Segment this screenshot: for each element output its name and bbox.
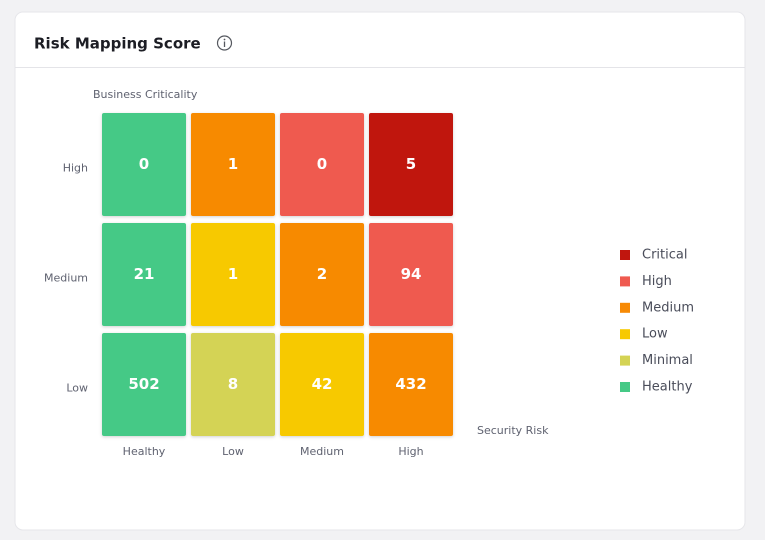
legend-swatch	[620, 302, 630, 313]
heatmap-cell	[280, 113, 364, 216]
cell-value: 1	[228, 265, 238, 283]
x-tick-label: Medium	[300, 445, 344, 458]
cell-value: 94	[401, 265, 422, 283]
heatmap-cell	[369, 223, 453, 326]
legend-swatch	[620, 250, 630, 260]
heatmap-cell	[369, 333, 453, 436]
card-title: Risk Mapping Score	[34, 35, 201, 53]
heatmap-cell	[102, 113, 186, 216]
cell-value: 8	[228, 375, 238, 393]
heatmap-cell	[191, 113, 275, 216]
y-tick-label: High	[63, 162, 88, 175]
x-tick-label: Healthy	[123, 445, 166, 458]
cell-value: 0	[139, 155, 149, 173]
heatmap-cell	[191, 223, 275, 326]
cell-value: 5	[406, 155, 416, 173]
heatmap-cell	[102, 223, 186, 326]
cell-value: 42	[312, 375, 333, 393]
heatmap-cell	[369, 113, 453, 216]
info-icon[interactable]	[216, 35, 233, 51]
legend-swatch	[620, 355, 630, 366]
legend-swatch	[620, 382, 630, 392]
legend-swatch	[620, 329, 630, 340]
x-axis-title: Security Risk	[477, 424, 549, 437]
legend-swatch	[620, 276, 630, 287]
y-axis-title: Business Criticality	[93, 88, 198, 101]
cell-value: 502	[128, 375, 159, 393]
cell-value: 1	[228, 155, 238, 173]
cell-value: 21	[134, 265, 155, 283]
legend-label: Critical	[642, 248, 687, 263]
legend-label: Minimal	[642, 353, 693, 368]
legend-label: High	[642, 274, 672, 289]
x-tick-label: High	[398, 445, 423, 458]
legend-label: Low	[642, 327, 668, 342]
y-tick-label: Medium	[44, 272, 88, 285]
heatmap-cell	[280, 223, 364, 326]
y-tick-label: Low	[66, 382, 88, 395]
heatmap-cell	[102, 333, 186, 436]
x-tick-label: Low	[222, 445, 244, 458]
legend-label: Healthy	[642, 380, 693, 395]
cell-value: 432	[395, 375, 426, 393]
cell-value: 0	[317, 155, 327, 173]
heatmap-cell	[191, 333, 275, 436]
heatmap-cell	[280, 333, 364, 436]
cell-value: 2	[317, 265, 327, 283]
legend-label: Medium	[642, 300, 694, 315]
